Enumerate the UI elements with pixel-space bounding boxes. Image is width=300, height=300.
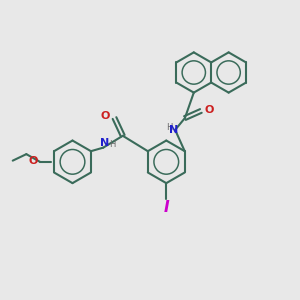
Text: O: O: [101, 111, 110, 121]
Text: O: O: [204, 105, 214, 116]
Text: H: H: [109, 140, 116, 149]
Text: H: H: [166, 123, 172, 132]
Text: N: N: [169, 125, 178, 135]
Text: O: O: [28, 156, 38, 166]
Text: I: I: [164, 200, 169, 215]
Text: N: N: [100, 138, 110, 148]
